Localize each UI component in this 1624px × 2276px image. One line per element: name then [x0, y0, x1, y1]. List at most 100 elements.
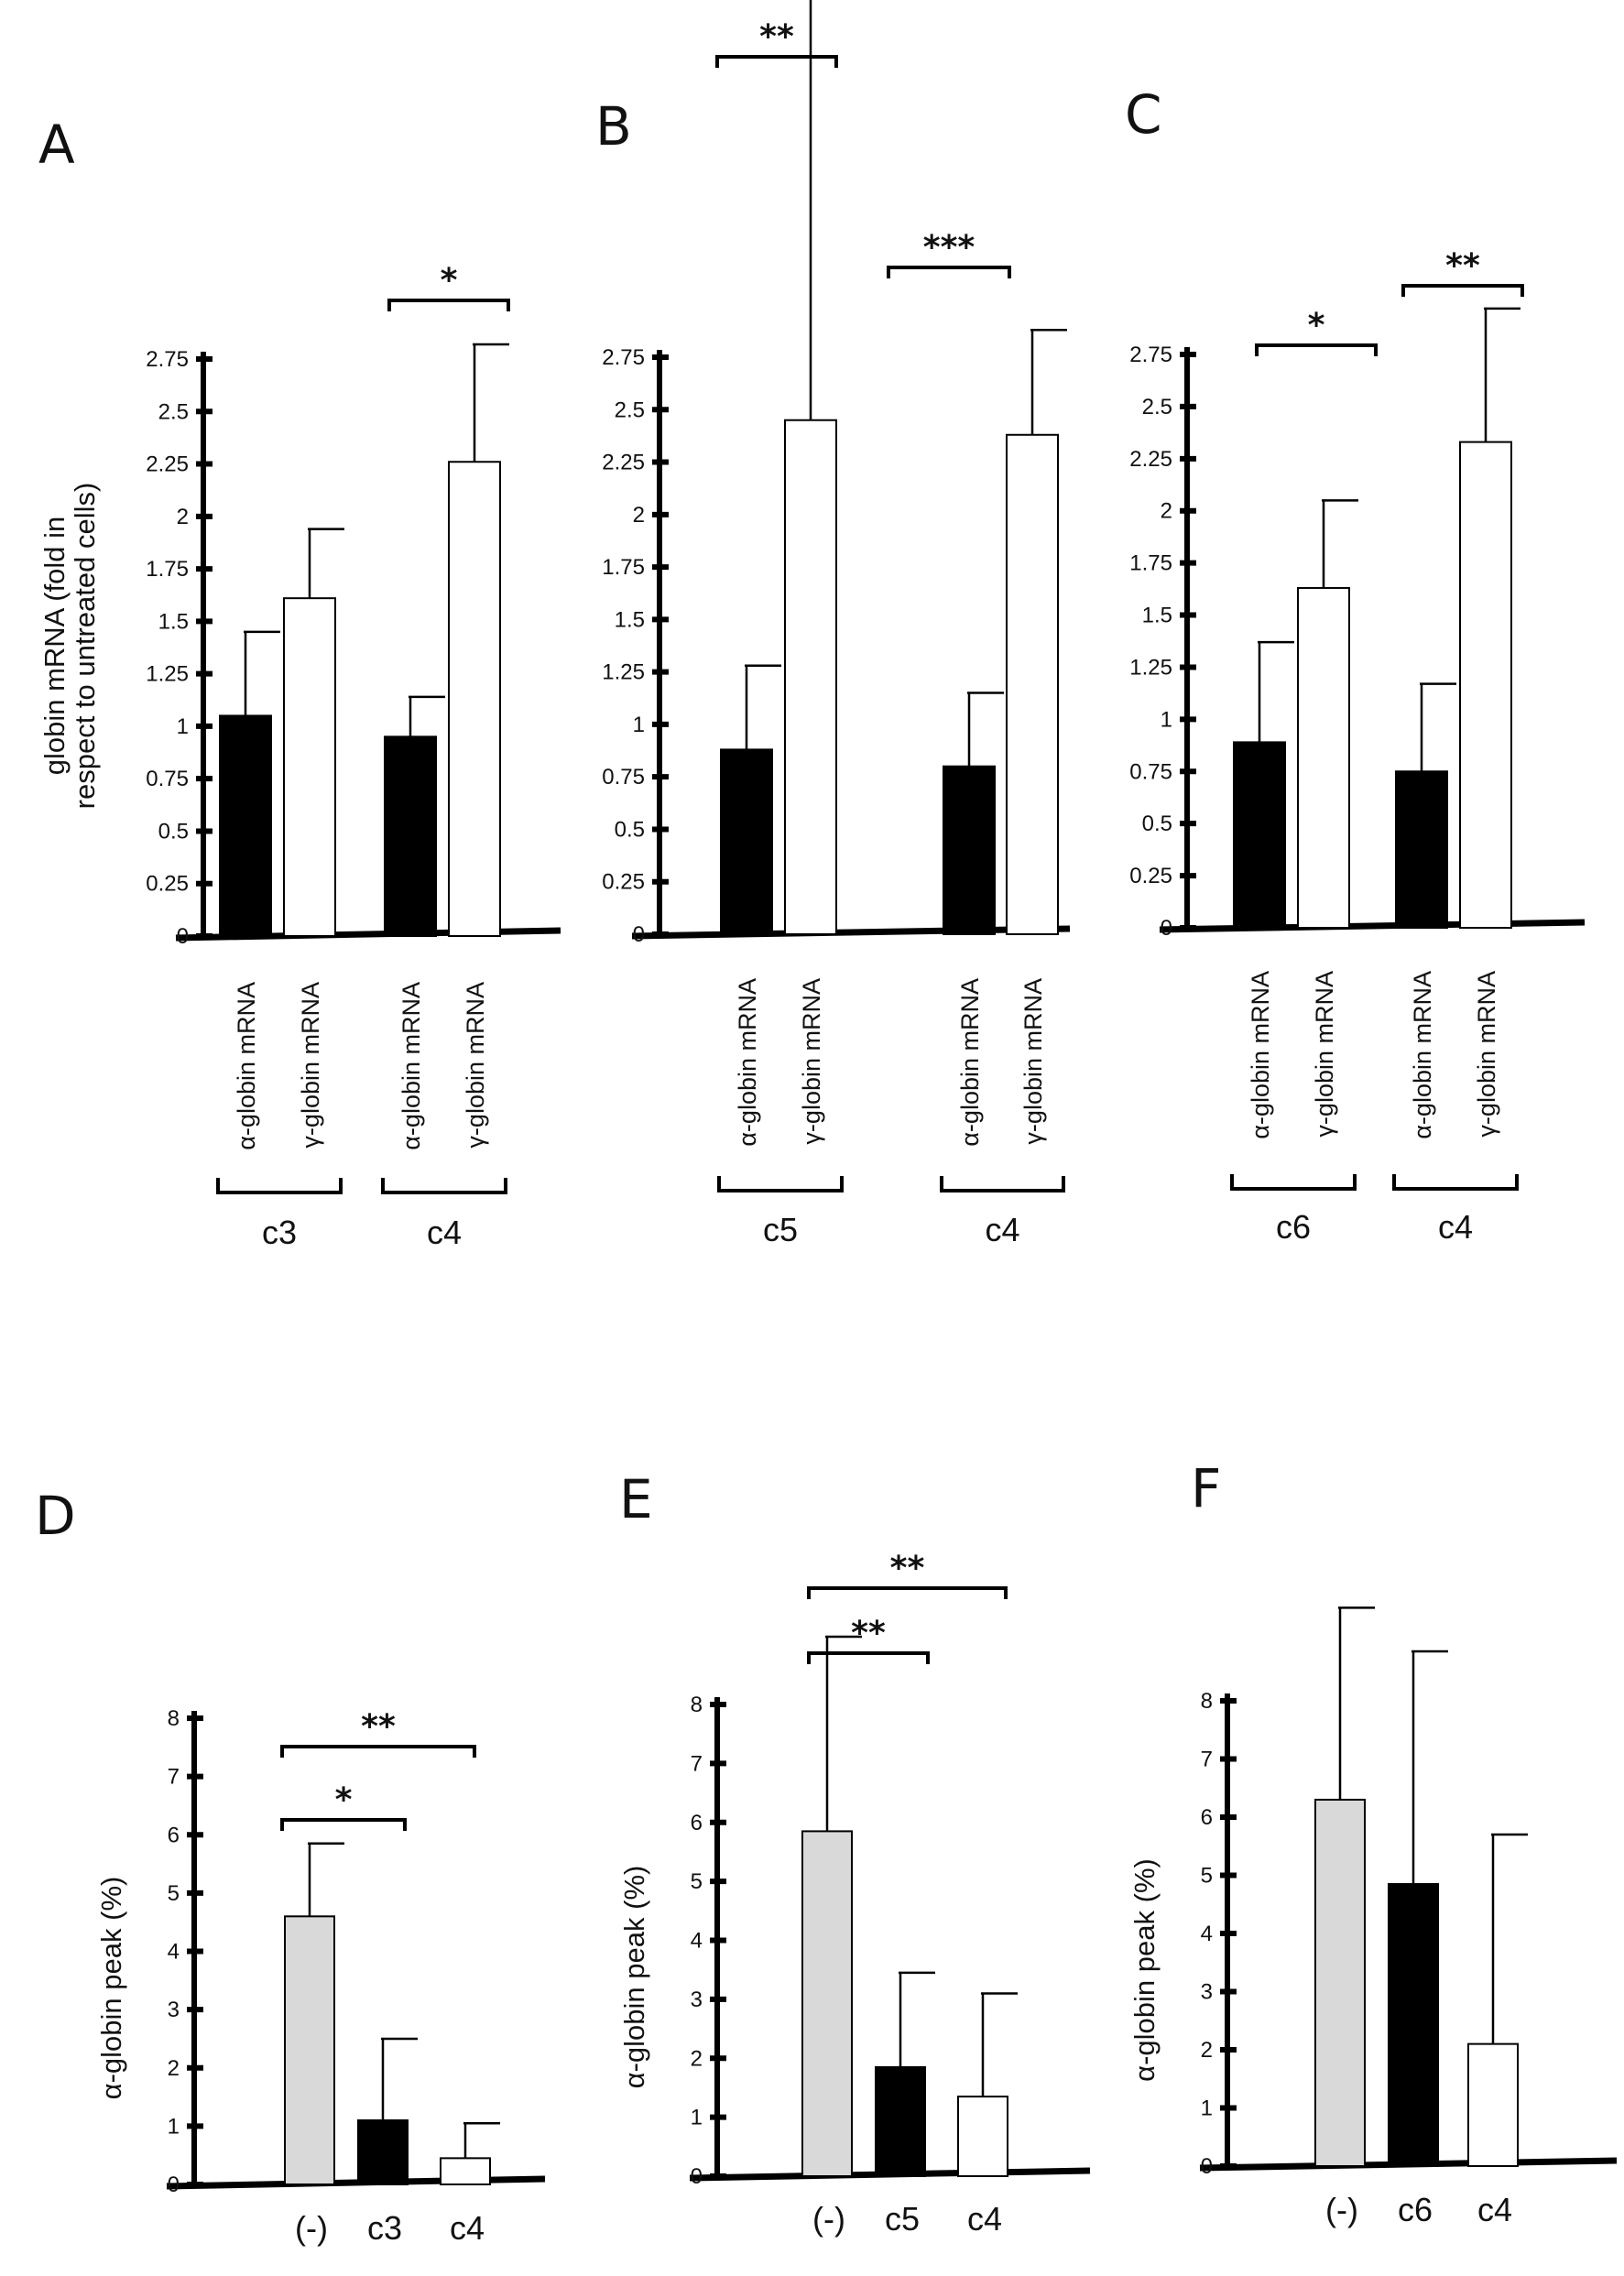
significance-stars: ***: [923, 229, 975, 267]
bar: [1233, 741, 1286, 929]
x-axis: [1159, 919, 1586, 933]
group-bracket: [717, 1176, 844, 1192]
y-tick-label: 8: [168, 1706, 180, 1731]
group-bracket: [940, 1176, 1065, 1192]
group-label: c4: [1438, 1208, 1473, 1246]
y-tick-label: 2.5: [1142, 395, 1172, 419]
bar: [440, 2157, 491, 2185]
significance-stars: *: [441, 262, 458, 299]
group-label: c6: [1276, 1208, 1311, 1246]
y-tick-label: 0: [177, 924, 189, 949]
y-tick-label: 1.75: [1129, 551, 1172, 576]
x-category-label: c6: [1398, 2191, 1433, 2228]
bar: [1297, 586, 1350, 929]
y-tick-label: 3: [691, 1987, 703, 2012]
category-label: γ-globin mRNA: [1473, 971, 1500, 1138]
x-category-label: c4: [967, 2200, 1002, 2238]
bar: [1395, 770, 1448, 929]
y-tick-label: 0: [168, 2173, 180, 2197]
y-axis-title: α-globin peak (%): [618, 1866, 650, 2089]
bar: [943, 765, 996, 936]
group-label: c4: [427, 1214, 462, 1251]
y-tick-label: 4: [168, 1940, 180, 1965]
y-tick-label: 1.75: [602, 555, 645, 580]
panel-label: A: [38, 114, 75, 176]
y-tick-label: 5: [168, 1881, 180, 1906]
bar: [219, 714, 272, 937]
x-category-label: c5: [885, 2200, 920, 2238]
y-tick-label: 2: [691, 2046, 703, 2071]
y-tick-label: 8: [1201, 1689, 1213, 1714]
y-tick-label: 0.25: [602, 870, 645, 895]
significance-bracket: [280, 1745, 476, 1758]
y-tick-label: 0: [691, 2164, 703, 2189]
y-tick-label: 0.5: [158, 819, 189, 844]
y-tick-label: 2.75: [146, 347, 189, 372]
significance-stars: **: [890, 1550, 925, 1587]
y-tick-label: 4: [1201, 1922, 1213, 1946]
y-tick-label: 0.75: [146, 767, 189, 791]
y-tick-label: 1.25: [1129, 655, 1172, 680]
y-axis-title: globin mRNA (fold in: [38, 517, 71, 776]
y-tick-label: 6: [1201, 1805, 1213, 1830]
y-tick-label: 1.5: [1142, 604, 1172, 628]
y-tick-label: 1: [177, 714, 189, 739]
bar: [784, 419, 837, 935]
category-label: α-globin mRNA: [956, 978, 984, 1147]
y-tick-label: 6: [691, 1811, 703, 1835]
y-tick-label: 0.25: [146, 872, 189, 897]
category-label: γ-globin mRNA: [297, 982, 324, 1149]
category-label: γ-globin mRNA: [798, 978, 825, 1145]
x-category-label: (-): [812, 2200, 845, 2238]
y-tick-label: 2: [168, 2056, 180, 2081]
y-tick-label: 1.5: [158, 609, 189, 634]
bar: [448, 461, 501, 938]
significance-bracket: [887, 266, 1011, 278]
y-tick-label: 5: [1201, 1864, 1213, 1889]
y-tick-label: 2: [1201, 2038, 1213, 2063]
panel-c: C00.250.50.7511.251.51.7522.252.52.75***…: [1125, 83, 1586, 1246]
y-tick-label: 2.25: [1129, 447, 1172, 472]
y-tick-label: 3: [168, 1998, 180, 2022]
significance-stars: *: [335, 1781, 353, 1819]
y-tick-label: 0: [1161, 916, 1172, 941]
group-bracket: [381, 1178, 507, 1194]
y-tick-label: 7: [691, 1751, 703, 1776]
x-axis: [631, 925, 1071, 940]
significance-stars: **: [759, 18, 794, 56]
bar: [1006, 433, 1059, 936]
y-tick-label: 1.75: [146, 557, 189, 582]
panel-label: D: [35, 1485, 76, 1547]
significance-stars: **: [361, 1708, 396, 1746]
panel-label: E: [619, 1468, 653, 1530]
group-label: c3: [262, 1214, 297, 1251]
bar: [801, 1830, 853, 2177]
y-tick-label: 2: [633, 503, 645, 528]
bar: [284, 1915, 335, 2185]
category-label: α-globin mRNA: [233, 982, 260, 1150]
y-tick-label: 1.25: [602, 660, 645, 685]
panel-label: F: [1191, 1457, 1221, 1519]
panel-label: C: [1125, 83, 1162, 146]
group-label: c4: [985, 1211, 1019, 1248]
y-tick-label: 2.75: [1129, 343, 1172, 367]
category-label: γ-globin mRNA: [1019, 978, 1047, 1145]
x-category-label: c4: [450, 2209, 485, 2247]
significance-stars: **: [1445, 247, 1480, 285]
y-tick-label: 0.5: [1142, 811, 1172, 836]
y-tick-label: 8: [691, 1693, 703, 1717]
y-tick-label: 2.5: [158, 399, 189, 424]
y-tick-label: 2.25: [602, 451, 645, 475]
bar: [384, 735, 437, 938]
y-tick-label: 1: [633, 713, 645, 737]
y-tick-label: 2: [1161, 499, 1172, 524]
y-tick-label: 3: [1201, 1980, 1213, 2005]
y-tick-label: 2.5: [615, 397, 645, 422]
bar: [283, 597, 336, 937]
panel-d: D 0 1 2 3 4 5 6 7 8 *** α-globin peak (%) (-) c3 c4: [35, 1485, 546, 2247]
y-tick-label: 1: [691, 2106, 703, 2130]
group-bracket: [216, 1178, 343, 1194]
panel-a: A 0 0.25 0.5 0.75 1 1.25 1.5 1.75 2 2.25 2.5 2.75 * gl…: [38, 114, 561, 1251]
category-label: γ-globin mRNA: [1311, 971, 1338, 1138]
y-tick-label: 7: [1201, 1748, 1213, 1772]
